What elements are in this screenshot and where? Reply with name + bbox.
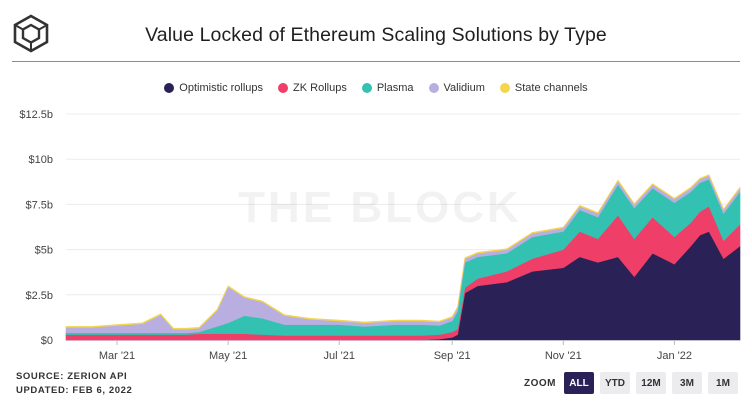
y-tick-label: $0 <box>41 335 53 347</box>
source-note: SOURCE: ZERION API UPDATED: FEB 6, 2022 <box>16 370 132 398</box>
y-tick-label: $7.5b <box>25 199 53 211</box>
x-tick-label: Jul '21 <box>324 350 355 362</box>
chart-legend: Optimistic rollups ZK Rollups Plasma Val… <box>0 82 752 94</box>
y-tick-label: $2.5b <box>25 290 53 302</box>
legend-item-validium[interactable]: Validium <box>428 82 485 94</box>
stacked-area-chart[interactable]: THE BLOCK $0 $2.5b $5b $7.5b $10b $12.5b Mar … <box>0 100 752 368</box>
legend-item-plasma[interactable]: Plasma <box>361 82 414 94</box>
x-tick-label: May '21 <box>209 350 247 362</box>
the-block-logo-icon <box>13 14 49 53</box>
source-text: SOURCE: ZERION API <box>16 371 128 382</box>
y-tick-label: $12.5b <box>19 109 53 121</box>
zoom-3m-button[interactable]: 3M <box>672 372 702 394</box>
legend-swatch <box>164 83 175 93</box>
legend-label: Optimistic rollups <box>179 82 264 94</box>
state-channels-area[interactable] <box>65 174 741 330</box>
zoom-controls: ZOOM ALL YTD 12M 3M 1M <box>524 372 738 394</box>
legend-swatch <box>428 83 439 93</box>
updated-text: UPDATED: FEB 6, 2022 <box>16 385 133 396</box>
y-tick-label: $5b <box>35 245 53 257</box>
y-axis: $0 $2.5b $5b $7.5b $10b $12.5b <box>19 109 53 347</box>
zoom-label: ZOOM <box>524 377 556 389</box>
area-series <box>65 174 741 341</box>
zoom-ytd-button[interactable]: YTD <box>600 372 630 394</box>
x-axis: Mar '21 May '21 Jul '21 Sep '21 Nov '21 Jan '… <box>99 340 692 362</box>
chart-title: Value Locked of Ethereum Scaling Solutio… <box>145 24 607 46</box>
legend-swatch <box>361 83 372 93</box>
watermark: THE BLOCK <box>238 183 522 232</box>
legend-item-state-channels[interactable]: State channels <box>499 82 588 94</box>
legend-label: State channels <box>514 82 588 94</box>
zoom-12m-button[interactable]: 12M <box>636 372 666 394</box>
zoom-1m-button[interactable]: 1M <box>708 372 738 394</box>
legend-item-zk[interactable]: ZK Rollups <box>278 82 347 94</box>
legend-label: ZK Rollups <box>293 82 347 94</box>
legend-label: Validium <box>443 82 485 94</box>
legend-swatch <box>499 83 510 93</box>
legend-item-optimistic[interactable]: Optimistic rollups <box>164 82 263 94</box>
legend-label: Plasma <box>376 82 414 94</box>
legend-swatch <box>278 83 289 93</box>
x-tick-label: Mar '21 <box>99 350 135 362</box>
x-tick-label: Nov '21 <box>545 350 582 362</box>
title-divider <box>12 61 740 62</box>
zoom-all-button[interactable]: ALL <box>564 372 594 394</box>
x-tick-label: Jan '22 <box>657 350 692 362</box>
x-tick-label: Sep '21 <box>434 350 471 362</box>
y-tick-label: $10b <box>29 154 53 166</box>
